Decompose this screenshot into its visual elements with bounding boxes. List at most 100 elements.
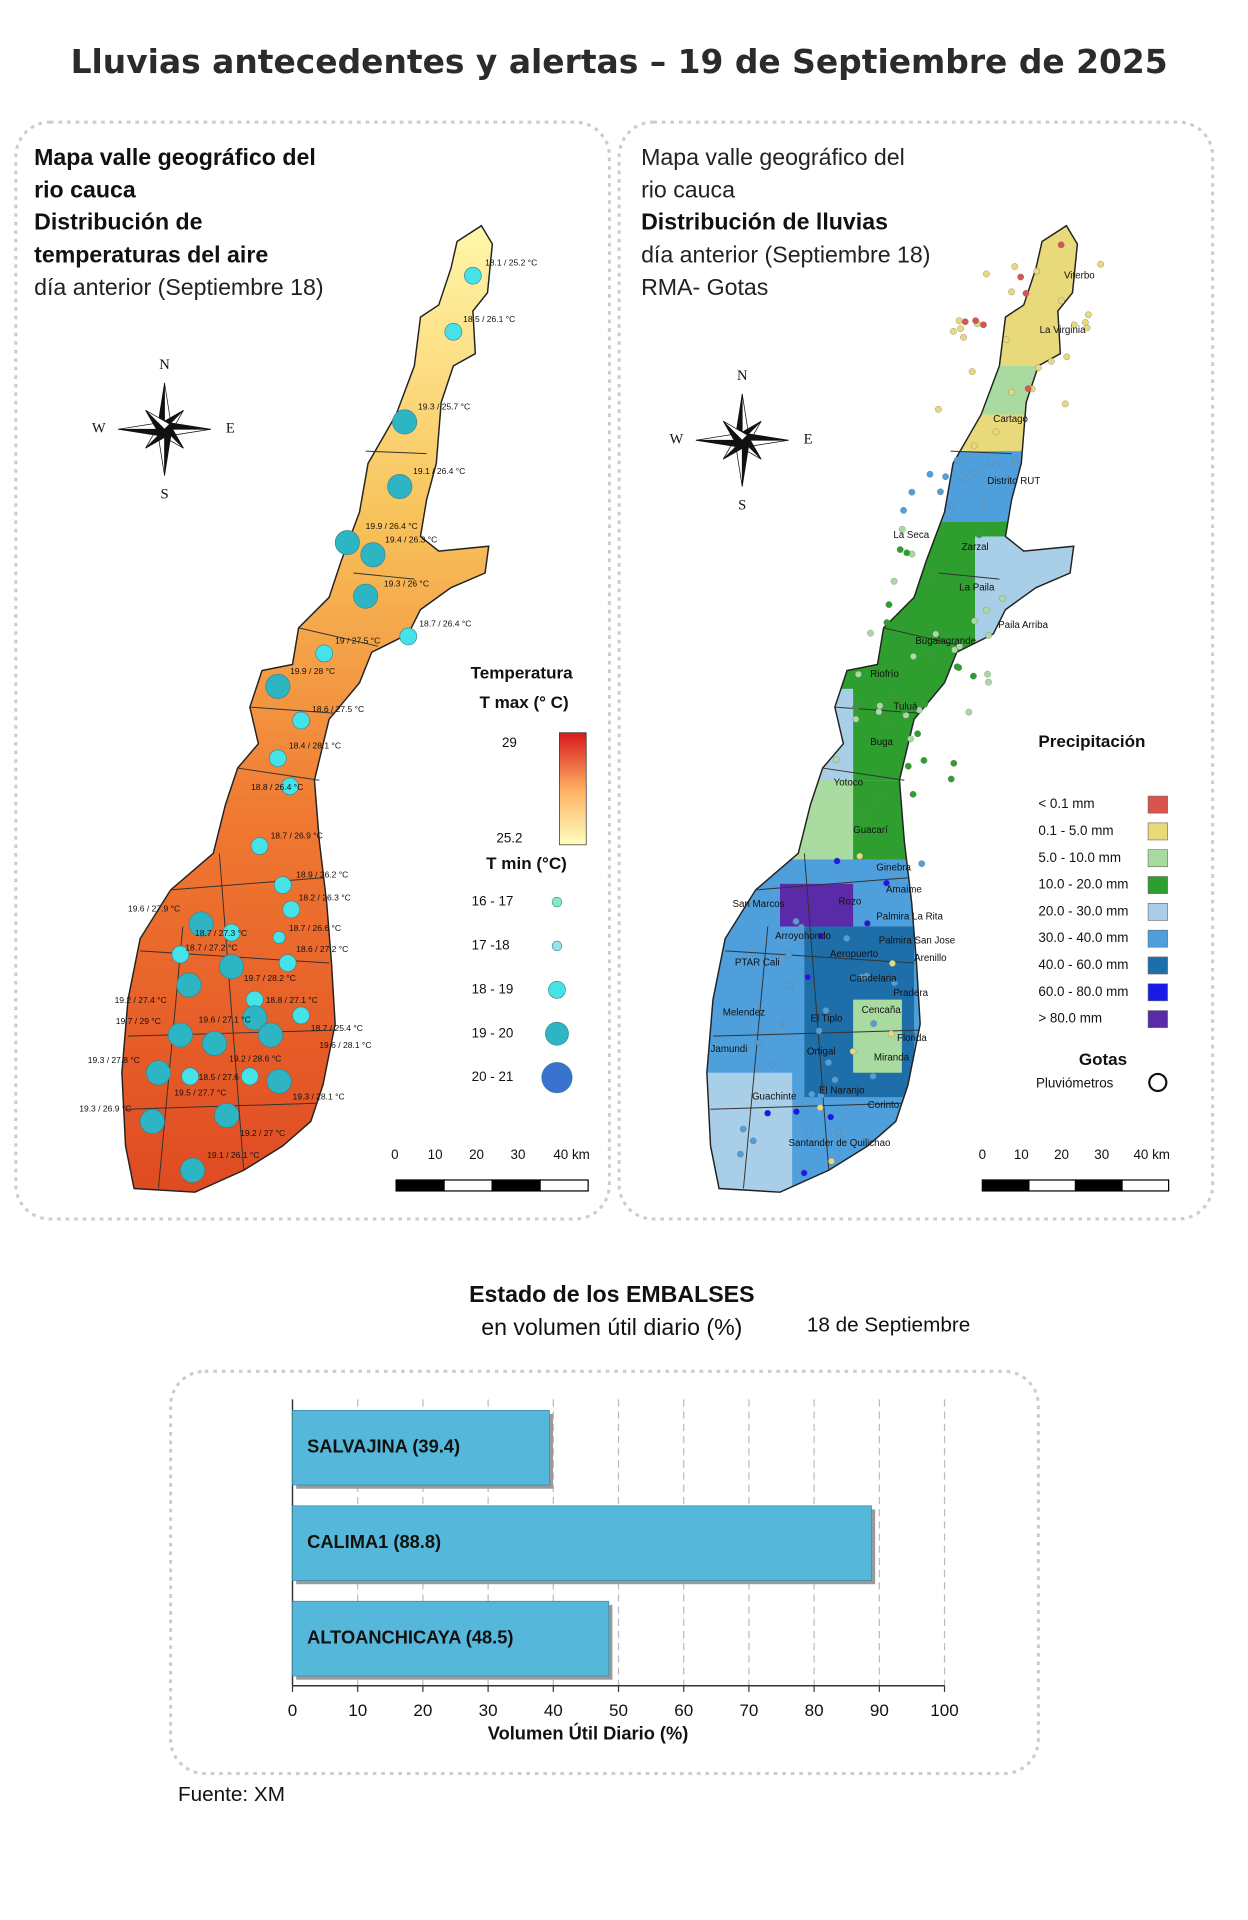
scale-label: 20 — [1054, 1147, 1069, 1162]
gauge-dot — [817, 1092, 825, 1100]
map-heading: rio cauca — [641, 177, 735, 203]
legend-label: 5.0 - 10.0 mm — [1038, 850, 1121, 865]
gauge-dot — [852, 704, 859, 711]
gauge-dot — [926, 651, 933, 659]
gauge-dot — [1057, 241, 1065, 249]
gauge-dot — [737, 1150, 744, 1158]
gauge-dot — [993, 462, 1001, 469]
x-tick-label: 70 — [739, 1701, 758, 1720]
station-label: 19.3 / 25.7 °C — [418, 402, 470, 412]
gauge-dot — [781, 1019, 788, 1027]
gauge-dot — [870, 1020, 877, 1027]
x-tick-label: 40 — [544, 1701, 563, 1720]
gauge-dot — [932, 630, 940, 638]
station-label: 18.5 / 26.1 °C — [463, 314, 515, 324]
legend-title: Precipitación — [1038, 732, 1145, 751]
place-label: Tuluá — [893, 702, 918, 713]
zone-border — [742, 926, 769, 1189]
station-marker — [269, 749, 287, 768]
source: Fuente: XM — [178, 1783, 285, 1806]
scale-bar — [443, 1179, 493, 1192]
station-label: 19.2 / 27.4 °C — [115, 995, 167, 1005]
scale-label: 10 — [1014, 1147, 1029, 1162]
gauge-dot — [937, 488, 944, 496]
place-label: Guacarí — [853, 825, 888, 836]
gauge-dot — [887, 1030, 895, 1038]
station-marker — [334, 530, 360, 556]
gauge-dot — [1022, 289, 1030, 297]
zone-border — [710, 1102, 902, 1110]
gauge-dot — [859, 832, 866, 840]
x-tick-label: 10 — [348, 1701, 367, 1720]
gauge-dot — [793, 1108, 800, 1115]
gauge-dot — [1097, 260, 1105, 268]
legend-marker — [551, 940, 563, 952]
legend-label: Pluviómetros — [1036, 1075, 1114, 1090]
gauge-dot — [855, 670, 862, 678]
place-label: Candelaria — [849, 973, 897, 984]
place-label: Ginebra — [876, 863, 911, 874]
gauge-dot — [900, 706, 908, 714]
gauge-dot — [816, 1104, 824, 1111]
gauge-dot — [833, 857, 841, 865]
gauge-dot — [1057, 297, 1065, 305]
station-marker — [171, 945, 190, 964]
gauge-dot — [804, 973, 812, 981]
place-label: Florida — [897, 1033, 927, 1044]
station-marker — [444, 322, 463, 341]
chart-title: Estado de los EMBALSES — [469, 1281, 754, 1307]
station-marker — [272, 931, 286, 944]
x-tick-label: 20 — [413, 1701, 432, 1720]
station-label: 19.3 / 26 °C — [384, 578, 429, 588]
place-label: Bugalagrande — [915, 636, 976, 647]
gauge-dot — [889, 693, 897, 701]
legend-label: 40.0 - 60.0 mm — [1038, 957, 1128, 972]
gauge-dot — [815, 1027, 823, 1035]
gauge-dot — [903, 549, 911, 557]
rain-zone — [706, 365, 1078, 458]
x-tick-label: 80 — [805, 1701, 824, 1720]
legend-label: 16 - 17 — [472, 894, 514, 909]
gauge-dot — [1024, 385, 1032, 392]
legend-label: 0.1 - 5.0 mm — [1038, 823, 1113, 838]
gauge-dot — [1011, 263, 1019, 270]
gauge-dot — [992, 428, 1000, 436]
station-label: 18.6 / 27.5 °C — [312, 704, 364, 714]
legend-label: 10.0 - 20.0 mm — [1038, 877, 1128, 892]
station-label: 18.7 / 27.3 °C — [195, 928, 247, 938]
legend-label: 20.0 - 30.0 mm — [1038, 903, 1128, 918]
gauge-dot — [825, 1059, 832, 1066]
gauge-dot — [755, 1039, 763, 1047]
compass — [695, 393, 789, 487]
gauge-dot — [983, 606, 990, 614]
gauge-dot — [808, 1090, 816, 1098]
scale-label: 40 km — [553, 1147, 589, 1162]
gauge-dot — [792, 918, 800, 925]
gauge-dot — [961, 318, 969, 326]
station-label: 19.1 / 26.4 °C — [413, 466, 465, 476]
compass — [118, 382, 211, 476]
gauge-dot — [863, 972, 871, 980]
station-marker — [282, 900, 301, 919]
gauge-dot — [869, 1072, 877, 1080]
legend-label: 30.0 - 40.0 mm — [1038, 930, 1128, 945]
gauge-dot — [852, 715, 860, 723]
gauge-dot — [1003, 336, 1010, 344]
station-label: 19.2 / 27 °C — [240, 1128, 285, 1138]
bar-label: ALTOANCHICAYA (48.5) — [307, 1626, 513, 1647]
station-marker — [315, 644, 334, 663]
place-label: Viterbo — [1064, 270, 1095, 281]
gauge-dot — [915, 706, 923, 714]
legend-label: 20 - 21 — [472, 1069, 514, 1084]
gauge-dot — [898, 620, 906, 628]
scale-label: 20 — [469, 1147, 484, 1162]
gauge-dot — [947, 502, 955, 510]
legend-title: Temperatura — [471, 664, 574, 683]
station-marker — [241, 1067, 259, 1086]
page-title: Lluvias antecedentes y alertas – 19 de S… — [71, 42, 1168, 81]
color-scale — [559, 732, 587, 846]
scale-label: 30 — [511, 1147, 526, 1162]
station-marker — [265, 673, 291, 699]
station-label: 19.5 / 27.7 °C — [174, 1088, 226, 1098]
map-heading: Mapa valle geográfico del — [34, 144, 316, 170]
